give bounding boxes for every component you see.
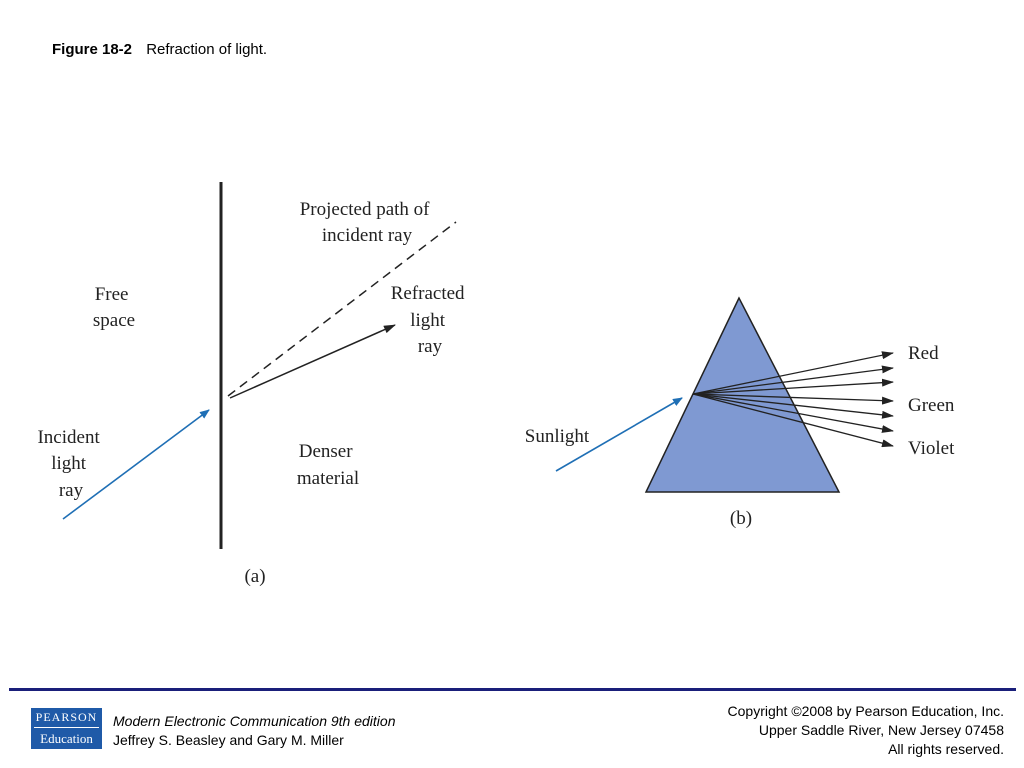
dispersed-ray (692, 393, 894, 433)
logo-separator (34, 727, 99, 728)
prism (644, 296, 841, 493)
sublabel-b: (b) (730, 508, 752, 529)
label-red: Red (908, 343, 939, 364)
refracted-ray (229, 324, 396, 399)
label-incident-ray: Incident light ray (37, 427, 104, 501)
label-denser-material: Denser material (297, 441, 359, 489)
book-title: Modern Electronic Communication 9th edit… (113, 713, 396, 729)
diagram-a: Projected path of incident ray Free spac… (37, 182, 470, 587)
label-refracted-ray: Refracted light ray (391, 283, 470, 357)
label-projected-path: Projected path of incident ray (300, 199, 435, 246)
copyright-notice: Copyright ©2008 by Pearson Education, In… (728, 702, 1004, 759)
dispersed-ray (692, 393, 894, 419)
copyright-line-1: Copyright ©2008 by Pearson Education, In… (727, 703, 1004, 719)
logo-bottom-text: Education (40, 731, 93, 746)
dispersed-ray (692, 351, 894, 395)
label-free-space: Free space (93, 284, 135, 331)
copyright-line-3: All rights reserved. (888, 741, 1004, 757)
diagram-b: Sunlight Red Green Violet (b) (525, 296, 955, 529)
book-info: Modern Electronic Communication 9th edit… (113, 712, 395, 750)
figure-caption: Refraction of light. (146, 41, 268, 58)
figure-number: Figure 18-2 (52, 41, 133, 58)
book-authors: Jeffrey S. Beasley and Gary M. Miller (113, 732, 344, 748)
copyright-line-2: Upper Saddle River, New Jersey 07458 (758, 722, 1004, 738)
dispersed-ray (692, 393, 894, 448)
dispersed-ray (692, 378, 894, 395)
dispersed-rays (692, 351, 894, 448)
footer-divider (9, 688, 1016, 691)
projected-path-line (227, 221, 457, 397)
sunlight-ray (555, 397, 683, 472)
sublabel-a: (a) (244, 566, 265, 587)
label-sunlight: Sunlight (525, 426, 590, 447)
dispersed-ray (692, 393, 894, 405)
dispersed-ray (692, 365, 894, 395)
incident-ray (62, 409, 210, 520)
label-violet: Violet (908, 438, 955, 459)
label-green: Green (908, 395, 955, 416)
figure-title: Figure 18-2 Refraction of light. (52, 41, 267, 58)
logo-top-text: PEARSON (35, 710, 98, 724)
pearson-logo: PEARSON Education (31, 708, 102, 749)
